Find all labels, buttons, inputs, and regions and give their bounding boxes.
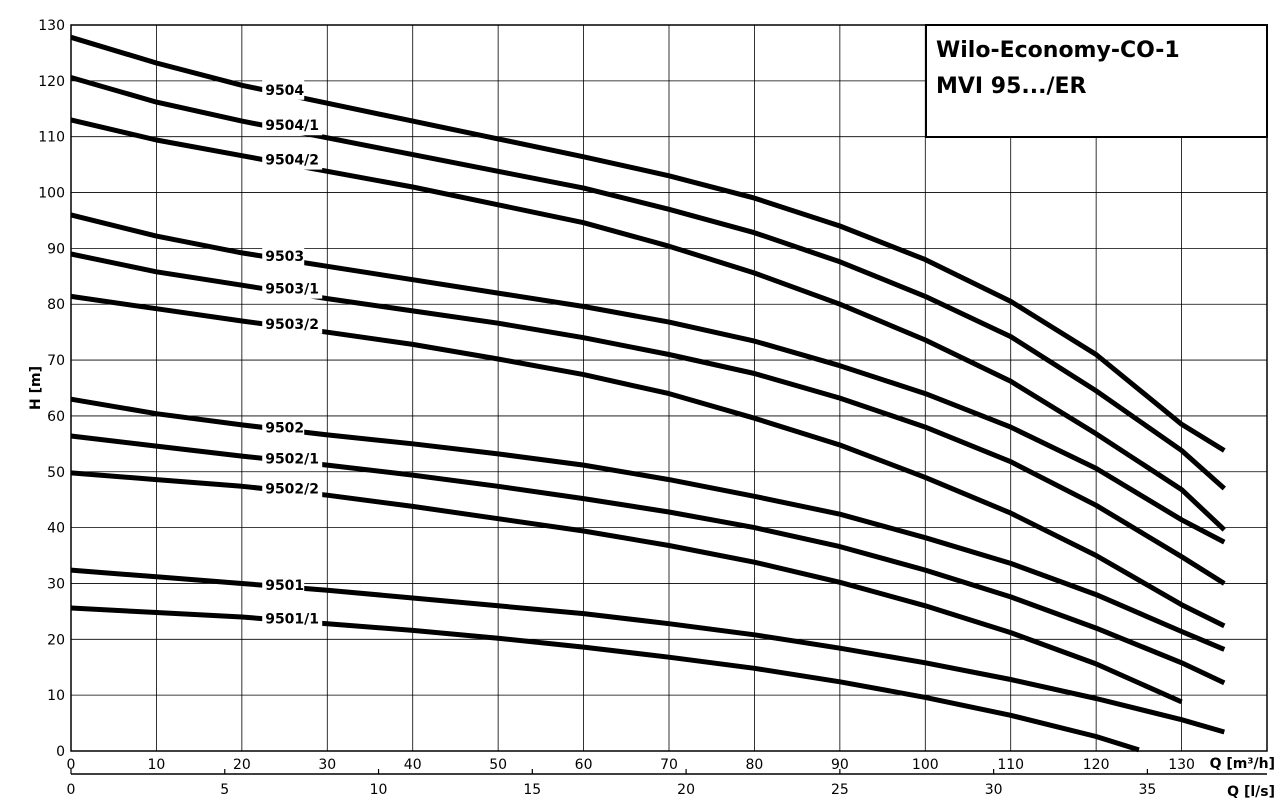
- curve-label: 9501: [265, 578, 304, 594]
- y-tick-label: 20: [47, 632, 65, 648]
- curve-label: 9504/2: [265, 153, 319, 169]
- chart-title-line-1: Wilo-Economy-CO-1: [936, 38, 1180, 63]
- x-tick-label: 60: [575, 757, 593, 773]
- secondary-x-tick-label: 5: [220, 782, 229, 798]
- secondary-x-tick-label: 20: [677, 782, 695, 798]
- y-tick-label: 40: [47, 521, 65, 537]
- curve-label: 9501/1: [265, 612, 319, 628]
- curve-label: 9503: [265, 249, 304, 265]
- x-tick-label: 80: [746, 757, 764, 773]
- secondary-x-tick-label: 25: [831, 782, 849, 798]
- curve-label-background: [262, 608, 323, 629]
- axes: [70, 24, 1268, 775]
- x-tick-label: 50: [489, 757, 507, 773]
- x-tick-label: 110: [997, 757, 1024, 773]
- y-tick-label: 10: [47, 688, 65, 704]
- x-tick-label: 120: [1083, 757, 1110, 773]
- y-tick-label: 80: [47, 297, 65, 313]
- y-tick-label: 110: [38, 130, 65, 146]
- curve-label: 9502/2: [265, 482, 319, 498]
- y-tick-label: 70: [47, 353, 65, 369]
- x-tick-label: 0: [67, 757, 76, 773]
- x-tick-label: 10: [148, 757, 166, 773]
- curve-label-background: [262, 149, 323, 170]
- x-axis-label: Q [m³/h]: [1210, 756, 1275, 772]
- y-tick-label: 100: [38, 186, 65, 202]
- curve-label-background: [262, 313, 323, 334]
- plot-frame: [70, 24, 1268, 752]
- y-axis-label: H [m]: [28, 366, 44, 410]
- curve-label-background: [262, 278, 323, 299]
- curve-label: 9502: [265, 420, 304, 436]
- curve-label-background: [262, 115, 323, 136]
- secondary-x-axis-label: Q [l/s]: [1227, 784, 1275, 800]
- curve-label-background: [262, 246, 305, 267]
- curve-label: 9503/2: [265, 317, 319, 333]
- y-tick-label: 0: [56, 744, 65, 760]
- x-tick-label: 70: [660, 757, 678, 773]
- secondary-x-tick-label: 15: [523, 782, 541, 798]
- curve-labels: 9504 9504/1 9504/2 9503 9503/1 9503/2 9502 9502…: [262, 79, 323, 629]
- x-tick-label: 100: [912, 757, 939, 773]
- curve-label: 9502/1: [265, 451, 319, 467]
- chart-title-line-2: MVI 95.../ER: [936, 74, 1087, 99]
- y-tick-label: 130: [38, 18, 65, 34]
- y-tick-label: 30: [47, 576, 65, 592]
- y-tick-label: 120: [38, 74, 65, 90]
- curve-label-background: [262, 79, 305, 100]
- x-tick-label: 20: [233, 757, 251, 773]
- secondary-x-tick-label: 0: [67, 782, 76, 798]
- curve-9502-2: [70, 470, 1183, 705]
- secondary-x-tick-label: 10: [370, 782, 388, 798]
- curve-label: 9504/1: [265, 118, 319, 134]
- curve-label-background: [262, 417, 305, 438]
- secondary-x-tick-label: 35: [1138, 782, 1156, 798]
- x-tick-label: 90: [831, 757, 849, 773]
- title-box-frame: [925, 24, 1268, 138]
- title-box: Wilo-Economy-CO-1 MVI 95.../ER: [925, 24, 1268, 138]
- curve-label-background: [262, 478, 323, 499]
- curve-9501-1: [70, 605, 1140, 753]
- curve-label-background: [262, 575, 305, 596]
- x-tick-label: 30: [318, 757, 336, 773]
- curve-label-background: [262, 448, 323, 469]
- y-tick-label: 60: [47, 409, 65, 425]
- y-tick-label: 90: [47, 241, 65, 257]
- x-tick-label: 40: [404, 757, 422, 773]
- secondary-x-tick-label: 30: [985, 782, 1003, 798]
- curve-label: 9504: [265, 83, 304, 99]
- y-tick-label: 50: [47, 465, 65, 481]
- x-tick-label: 130: [1168, 757, 1195, 773]
- curve-label: 9503/1: [265, 282, 319, 298]
